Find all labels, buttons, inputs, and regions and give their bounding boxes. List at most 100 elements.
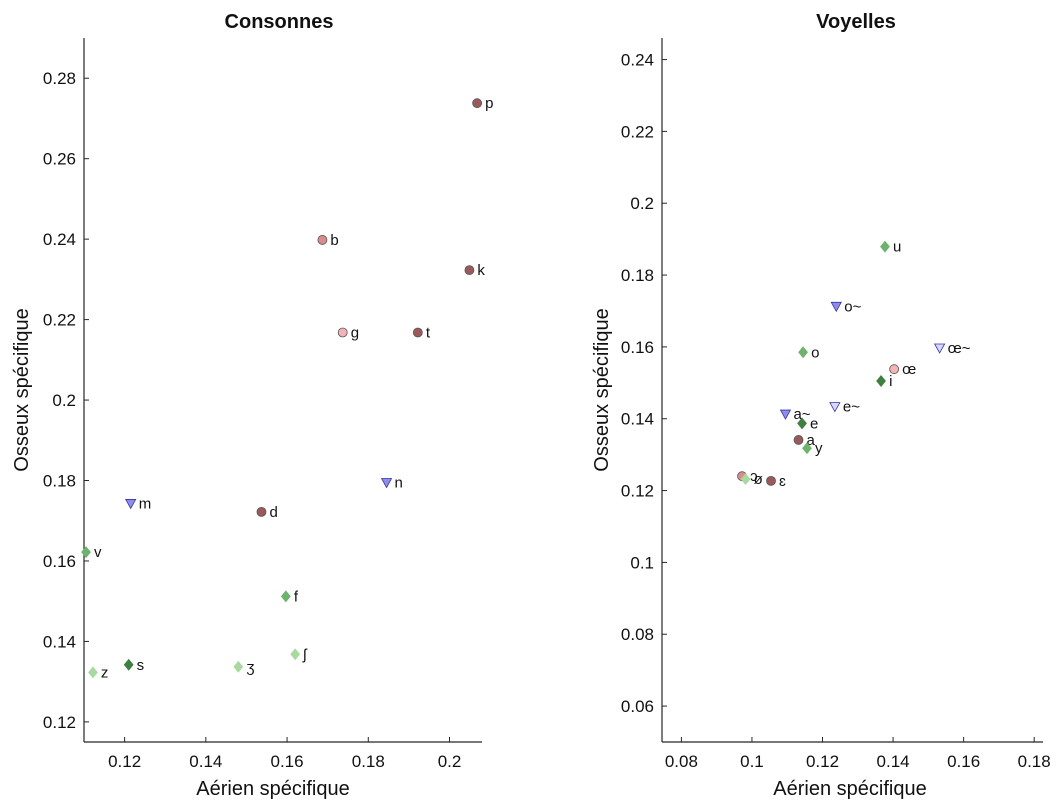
data-point: ø xyxy=(740,471,763,488)
data-point: ʃ xyxy=(290,646,308,663)
y-axis-ticks: 0.06 0.08 0.1 0.12 0.14 0.16 0.18 0.2 0.22 0.24 xyxy=(621,51,667,716)
y-tick-label: 0.24 xyxy=(621,51,654,70)
diamond-marker xyxy=(290,648,301,661)
diamond-marker xyxy=(802,442,812,455)
data-point: b xyxy=(317,232,339,249)
diamond-marker xyxy=(233,660,244,673)
data-point: z xyxy=(88,664,108,681)
data-point: œ xyxy=(889,361,916,378)
consonnes-panel: Consonnes 0.12 0.14 0.16 0.18 0.2 0.22 0.24 0.2… xyxy=(11,11,493,800)
triangle-marker xyxy=(125,499,137,510)
data-point: d xyxy=(256,504,278,521)
data-point: n xyxy=(380,475,403,492)
point-label: s xyxy=(137,657,145,674)
data-point: ʒ xyxy=(233,659,255,676)
y-tick-label: 0.12 xyxy=(43,713,76,732)
diamond-marker xyxy=(797,417,807,430)
x-tick-label: 0.12 xyxy=(108,752,141,771)
data-point: o~ xyxy=(830,298,862,315)
point-label: ʒ xyxy=(246,659,254,676)
y-tick-label: 0.14 xyxy=(43,632,76,651)
point-label: o~ xyxy=(844,298,861,315)
voyelles-panel: Voyelles 0.060.080.10.120.140.160.180.20… xyxy=(591,11,1051,800)
y-tick-label: 0.24 xyxy=(43,230,76,249)
triangle-marker xyxy=(380,478,393,489)
point-label: ʃ xyxy=(302,646,308,663)
x-axis-label: Aérien spécifique xyxy=(773,778,926,800)
data-point: k xyxy=(464,262,485,279)
diamond-marker xyxy=(280,590,291,603)
data-point: s xyxy=(123,657,145,674)
chart-title: Consonnes xyxy=(225,11,334,33)
point-label: ø xyxy=(754,471,763,488)
data-point: t xyxy=(412,324,431,341)
data-point: g xyxy=(337,324,359,341)
point-label: y xyxy=(815,440,823,457)
y-tick-label: 0.2 xyxy=(52,391,76,410)
point-label: i xyxy=(889,373,892,390)
y-tick-label: 0.06 xyxy=(621,697,654,716)
point-label: e xyxy=(810,415,818,432)
data-point: f xyxy=(280,588,299,605)
x-tick-label: 0.18 xyxy=(1018,752,1051,771)
x-axis-ticks: 0.12 0.14 0.16 0.18 0.2 xyxy=(108,737,461,771)
point-label: g xyxy=(351,324,359,341)
data-point: o xyxy=(798,344,819,361)
diamond-marker xyxy=(798,346,808,359)
triangle-marker xyxy=(829,402,841,413)
chart-title: Voyelles xyxy=(816,11,896,33)
point-label: a xyxy=(807,432,816,449)
data-point: e xyxy=(797,415,818,432)
circle-marker xyxy=(464,265,475,276)
point-label: œ xyxy=(902,361,916,378)
point-label: œ~ xyxy=(948,340,971,357)
y-tick-label: 0.22 xyxy=(43,311,76,330)
y-tick-label: 0.26 xyxy=(43,150,76,169)
data-point: a xyxy=(793,432,816,449)
point-label: k xyxy=(477,262,485,279)
data-point: y xyxy=(802,440,823,457)
triangle-marker xyxy=(830,301,842,313)
x-tick-label: 0.16 xyxy=(947,752,980,771)
data-point: œ~ xyxy=(933,340,971,357)
circle-marker xyxy=(472,98,483,109)
circle-marker xyxy=(793,435,804,445)
point-label: b xyxy=(330,232,338,249)
x-tick-label: 0.1 xyxy=(740,752,764,771)
y-tick-label: 0.12 xyxy=(621,482,654,501)
circle-marker xyxy=(412,327,423,338)
y-tick-label: 0.14 xyxy=(621,410,654,429)
point-label: ɛ xyxy=(779,473,786,490)
point-label: z xyxy=(101,664,109,681)
diamond-marker xyxy=(880,240,890,253)
y-axis-label: Osseux spécifique xyxy=(591,308,613,471)
y-tick-label: 0.08 xyxy=(621,625,654,644)
point-label: m xyxy=(139,495,152,512)
data-points: p b k g t n m d v f ʃ s ʒ z xyxy=(81,95,493,681)
diamond-marker xyxy=(876,375,886,387)
diamond-marker xyxy=(740,473,751,486)
diamond-marker xyxy=(88,666,98,679)
triangle-marker xyxy=(933,343,946,354)
data-points: u o~ œ~ o œi e~ a~ea y ɔø ɛ xyxy=(737,239,971,490)
data-point: p xyxy=(472,95,493,112)
y-tick-label: 0.28 xyxy=(43,69,76,88)
x-tick-label: 0.18 xyxy=(352,752,385,771)
point-label: e~ xyxy=(843,399,860,416)
circle-marker xyxy=(889,364,900,375)
point-label: o xyxy=(811,344,819,361)
data-point: u xyxy=(880,239,901,256)
circle-marker xyxy=(256,506,267,517)
x-tick-label: 0.08 xyxy=(665,752,698,771)
circle-marker xyxy=(766,475,776,486)
point-label: a~ xyxy=(793,406,810,423)
x-tick-label: 0.12 xyxy=(806,752,839,771)
x-tick-label: 0.14 xyxy=(877,752,910,771)
point-label: v xyxy=(94,544,102,561)
point-label: ɔ xyxy=(750,468,758,485)
point-label: d xyxy=(269,504,277,521)
x-axis-label: Aérien spécifique xyxy=(196,778,349,800)
data-point: i xyxy=(876,373,892,390)
diamond-marker xyxy=(81,546,91,559)
